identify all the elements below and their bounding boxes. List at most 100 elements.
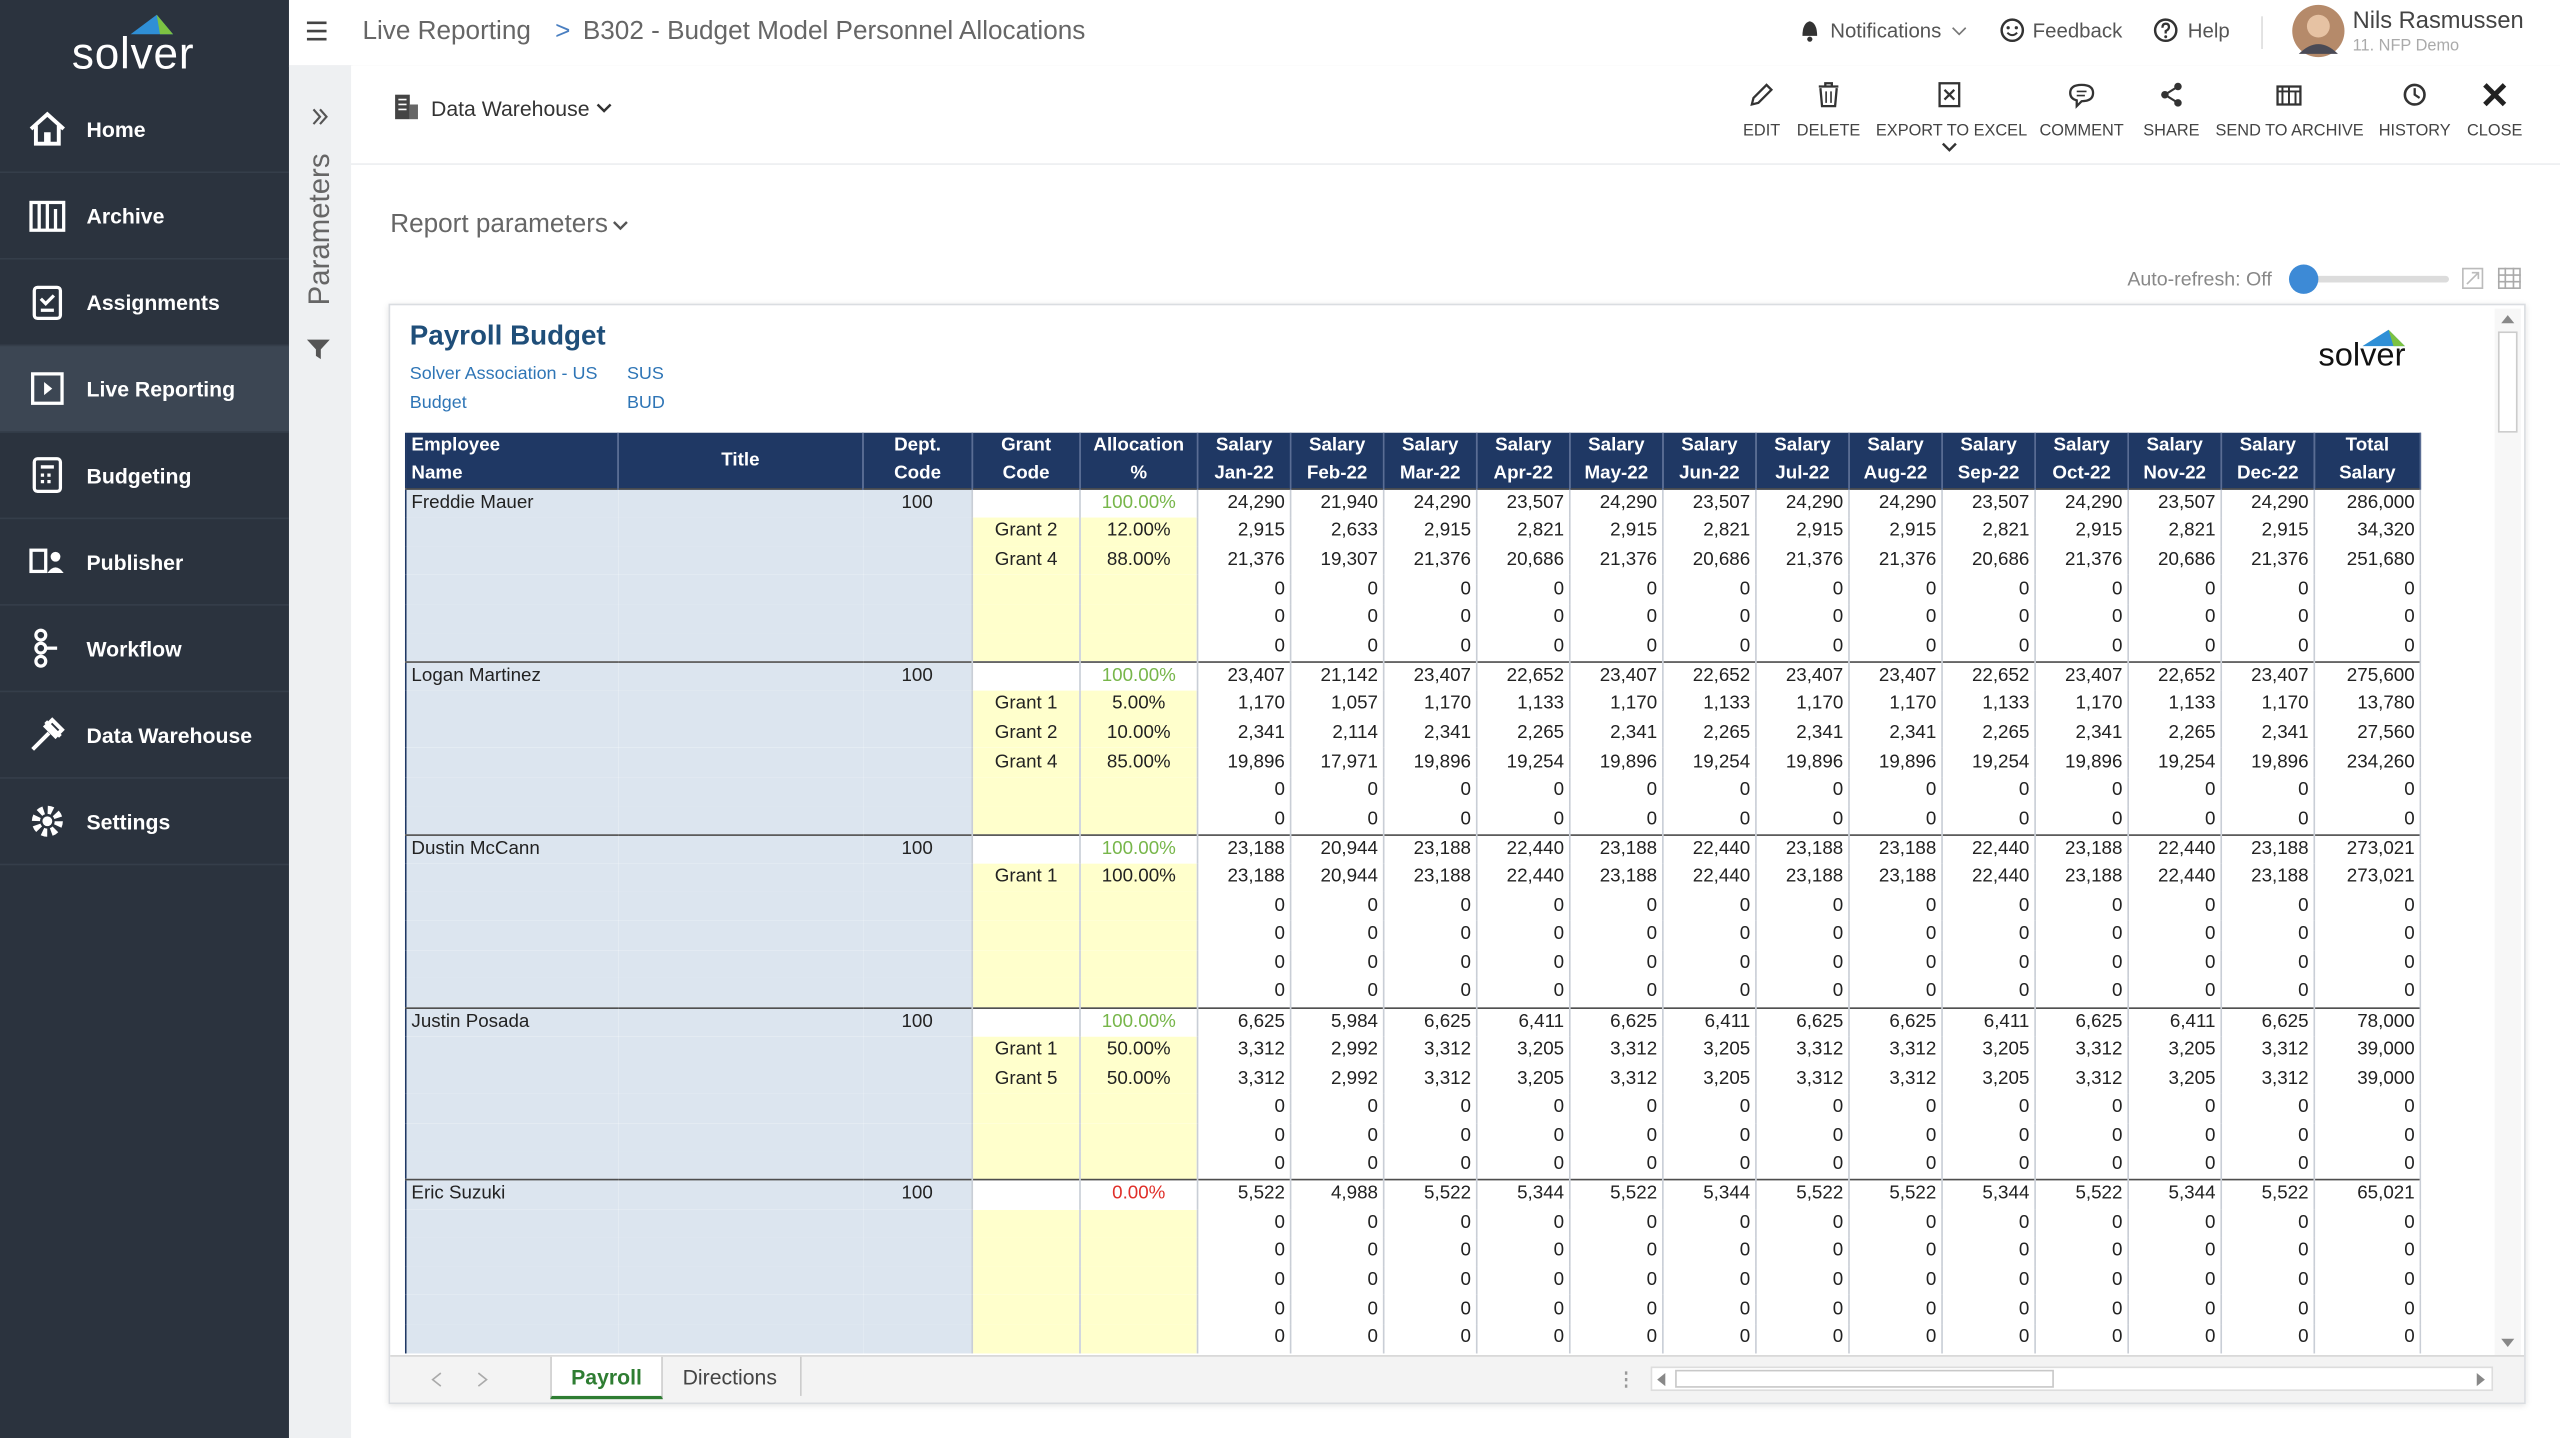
breadcrumb: B302 - Budget Model Personnel Allocation… [583,18,1085,47]
salary: 19,307 [1291,547,1384,576]
header-text: Total [2320,433,2415,461]
help-icon [2153,18,2177,42]
cell: 100 [863,662,972,691]
parameters-label[interactable]: Parameters [303,151,337,308]
icon-shape [36,630,46,640]
icon-shape [31,550,46,571]
help[interactable]: Help [2188,20,2230,43]
salary: 23,188 [1384,863,1477,892]
toolbar-action[interactable]: CLOSE [2421,78,2560,156]
toolbar-divider [351,163,2560,165]
salary: 0 [1570,1123,1663,1152]
cell [618,489,863,518]
grant-code [972,806,1080,835]
table-row: Grant 488.00%21,37619,30721,37620,68621,… [406,547,2421,576]
user-name[interactable]: Nils Rasmussen [2353,8,2524,34]
salary: 0 [1291,979,1384,1008]
salary: 3,205 [1477,1036,1570,1065]
salary: 1,133 [1663,691,1756,720]
cell [863,1036,972,1065]
grant-code [972,921,1080,950]
allocation: 12.00% [1080,518,1198,547]
nav-icon [28,802,67,841]
nav-item[interactable]: Budgeting [0,433,289,520]
salary: 23,188 [2221,835,2314,864]
salary: 0 [1198,1151,1291,1180]
salary: 2,915 [1756,518,1849,547]
sheet-tab[interactable]: Payroll [550,1357,663,1399]
table-row: 0000000000000 [406,1295,2421,1324]
nav-item[interactable]: Settings [0,779,289,866]
data-source[interactable]: Data Warehouse [431,96,589,120]
icon-shape [2467,273,2478,284]
salary: 0 [1291,575,1384,604]
report-parameters[interactable]: Report parameters [390,211,608,240]
salary: 0 [1663,1094,1756,1123]
nav-item[interactable]: Assignments [0,260,289,347]
nav-icon [28,369,67,408]
allocation [1080,806,1198,835]
salary: 0 [1942,1094,2035,1123]
cell [863,547,972,576]
sheet-tab[interactable]: Directions [660,1357,802,1396]
auto-refresh-toggle[interactable] [2289,263,2452,296]
icon-shape [1943,144,1956,151]
toolbar-action[interactable]: EXPORT TO EXCEL [1876,78,2023,156]
salary: 0 [2128,1151,2221,1180]
salary: 23,188 [1849,863,1942,892]
notifications[interactable]: Notifications [1830,20,1941,43]
salary: 0 [1291,1324,1384,1353]
salary: 0 [1384,604,1477,633]
salary: 0 [2128,604,2221,633]
nav-item[interactable]: Data Warehouse [0,692,289,779]
nav-item[interactable]: Archive [0,173,289,260]
tab-next [478,1373,486,1386]
vertical-scrollbar[interactable] [2495,309,2521,1356]
icon-shape [2007,33,2017,35]
salary: 23,407 [1570,662,1663,691]
header-text: Salary [2320,460,2415,488]
salary: 0 [1942,1267,2035,1296]
salary: 20,686 [1942,547,2035,576]
cell [863,1238,972,1267]
header-cell: SalarySep-22 [1942,433,2035,489]
nav-label: Budgeting [87,464,192,488]
salary: 2,915 [2221,518,2314,547]
salary: 0 [2035,1238,2128,1267]
table-row: 0000000000000 [406,777,2421,806]
salary: 23,188 [1849,835,1942,864]
salary: 0 [1663,1267,1756,1296]
salary: 0 [1756,1295,1849,1324]
nav-item[interactable]: Live Reporting [0,346,289,433]
allocation: 100.00% [1080,489,1198,518]
salary: 24,290 [2221,489,2314,518]
nav-item[interactable]: Home [0,87,289,174]
salary: 2,992 [1291,1065,1384,1094]
salary: 78,000 [2314,1007,2420,1036]
feedback[interactable]: Feedback [2033,20,2123,43]
salary: 3,205 [1942,1065,2035,1094]
header-cell: Allocation% [1080,433,1198,489]
horizontal-scrollbar[interactable] [1651,1367,2493,1391]
salary: 0 [2314,604,2420,633]
feedback-icon [2000,18,2024,42]
cell [618,604,863,633]
bell-icon [1799,18,1820,42]
header-text: Mar-22 [1389,460,1471,488]
header-row: EmployeeNameTitleDept.CodeGrantCodeAlloc… [406,433,2421,489]
nav-item[interactable]: Workflow [0,606,289,693]
icon-shape [36,643,46,653]
grant-code [972,604,1080,633]
salary: 19,896 [2221,748,2314,777]
icon-shape [307,340,330,360]
salary: 5,522 [2035,1180,2128,1209]
grant-code [972,1295,1080,1324]
cell [618,979,863,1008]
salary: 0 [2314,806,2420,835]
employee-name [406,518,618,547]
allocation: 100.00% [1080,662,1198,691]
nav-item[interactable]: Publisher [0,519,289,606]
table-viewport: EmployeeNameTitleDept.CodeGrantCodeAlloc… [405,433,2421,1355]
salary: 0 [2128,777,2221,806]
breadcrumb[interactable]: Live Reporting [362,18,530,47]
